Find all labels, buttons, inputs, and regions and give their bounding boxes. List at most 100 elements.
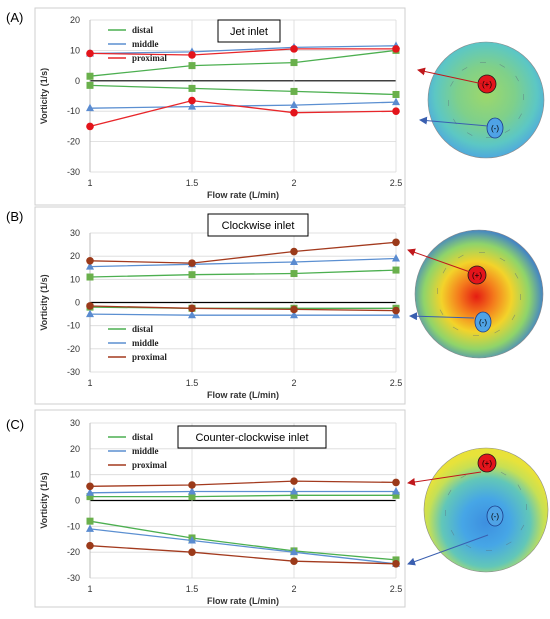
flow-streak [511,314,516,321]
series-line-proximal [89,48,396,56]
y-tick-label: 10 [70,274,80,284]
data-point-proximal [290,45,298,53]
panel-label: (C) [6,417,24,432]
x-tick-label: 1.5 [186,178,199,188]
y-axis-title: Vorticity (1/s) [39,472,49,528]
series-line-proximal [89,241,397,264]
negative-vortex-label: (-) [491,512,499,521]
data-point-middle [188,102,196,110]
data-point-proximal [86,482,94,491]
flow-streak [499,257,506,262]
data-point-proximal [188,51,196,59]
data-point-middle [392,253,400,262]
flow-streak [460,474,467,479]
vorticity-map: (+) (-) [417,41,545,159]
y-tick-label: -30 [67,573,80,583]
data-point-proximal [392,107,400,115]
data-point-proximal [86,122,94,131]
flow-streak [520,524,525,531]
series-line-proximal [89,305,397,312]
data-point-distal [392,491,400,499]
chart-panel-3: (C) 30 20 10 0 -10 -20 -30 1 1.5 2 2.5 Flow rate (L/… [6,409,549,608]
positive-vortex-marker [467,265,487,285]
data-point-distal [86,273,94,281]
x-axis-title: Flow rate (L/min) [207,190,279,200]
chart-frame [34,206,406,405]
data-point-middle [188,310,196,319]
x-tick-label: 2 [291,584,296,594]
flow-streak [499,64,506,68]
y-tick-label: 20 [70,444,80,454]
data-point-proximal [188,304,196,313]
x-tick-label: 1 [87,584,92,594]
y-tick-label: -30 [67,167,80,177]
flow-streak [461,67,468,71]
legend-label-middle: middle [132,446,159,456]
legend: distal middle proximal [108,432,167,470]
legend-label-proximal: proximal [132,460,167,470]
flow-streak [452,326,459,331]
series-line-distal [89,520,397,561]
data-point-distal [188,84,196,92]
series-line-middle [89,528,397,565]
data-point-middle [86,103,94,112]
positive-pointer-arrow [417,67,484,85]
flow-streak [439,309,444,315]
series-line-middle [89,101,397,109]
data-point-distal [290,491,298,499]
positive-vortex-label: (+) [472,271,482,280]
data-point-proximal [392,559,400,568]
x-tick-label: 2 [291,378,296,388]
data-point-proximal [188,481,196,489]
data-point-distal [86,72,94,80]
series-line-distal [89,269,397,278]
y-tick-label: -10 [67,106,80,116]
flow-streak [515,75,519,82]
negative-vortex-marker [474,311,492,333]
positive-vortex-label: (+) [482,459,492,468]
data-point-proximal [392,45,400,53]
y-tick-label: 10 [70,470,80,480]
negative-vortex-label: (-) [479,318,487,327]
data-point-proximal [188,96,196,105]
vorticity-disk [414,229,544,359]
data-point-distal [290,59,298,67]
y-axis-title: Vorticity (1/s) [39,274,49,330]
chart-title-box [177,425,327,449]
legend-label-distal: distal [132,25,154,35]
x-tick-label: 1.5 [186,584,199,594]
data-point-proximal [290,477,298,485]
y-tick-label: 30 [70,228,80,238]
legend-label-proximal: proximal [132,53,167,63]
data-point-proximal [392,478,400,487]
chart-title: Jet inlet [230,26,268,38]
x-tick-label: 1 [87,178,92,188]
x-tick-label: 2.5 [390,584,403,594]
flow-streak [450,530,455,536]
panel-label: (B) [6,209,23,224]
y-tick-label: -30 [67,367,80,377]
chart-title: Clockwise inlet [222,220,295,232]
legend-label-middle: middle [132,39,159,49]
series-line-proximal [89,545,397,565]
negative-vortex-marker [486,505,504,527]
flow-streak [450,81,454,87]
data-point-middle [290,100,298,109]
data-point-proximal [188,259,196,267]
x-tick-label: 1 [87,378,92,388]
legend: distal middle proximal [108,324,167,362]
data-point-distal [290,87,298,95]
data-point-middle [86,524,94,532]
series-line-middle [89,257,397,268]
data-point-proximal [86,541,94,550]
data-point-middle [86,262,94,270]
data-point-distal [392,90,400,98]
vorticity-disk [423,447,549,573]
data-point-proximal [188,548,196,556]
positive-vortex-marker [477,453,497,473]
positive-vortex-marker [477,74,497,94]
data-point-distal [290,270,298,278]
data-point-middle [188,536,196,544]
panel-label: (A) [6,10,23,25]
